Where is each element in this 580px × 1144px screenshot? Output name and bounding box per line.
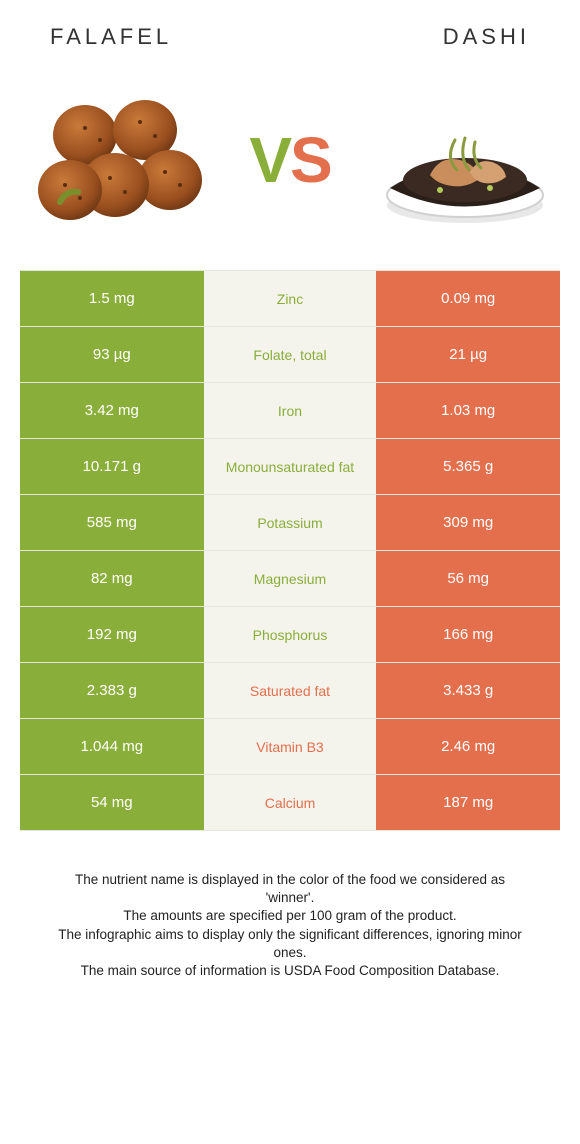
table-row: 585 mgPotassium309 mg [20,495,560,551]
title-left: Falafel [50,24,172,50]
table-row: 192 mgPhosphorus166 mg [20,607,560,663]
footnote-block: The nutrient name is displayed in the co… [20,831,560,980]
nutrient-name: Saturated fat [204,663,377,718]
vs-s: S [290,124,331,196]
right-value: 3.433 g [376,663,560,718]
table-row: 1.5 mgZinc0.09 mg [20,271,560,327]
table-row: 54 mgCalcium187 mg [20,775,560,831]
left-value: 585 mg [20,495,204,550]
title-row: Falafel Dashi [20,24,560,60]
table-row: 1.044 mgVitamin B32.46 mg [20,719,560,775]
left-value: 82 mg [20,551,204,606]
footnote-line: The amounts are specified per 100 gram o… [50,907,530,925]
vs-v: V [249,124,290,196]
falafel-image [30,80,210,240]
table-row: 93 µgFolate, total21 µg [20,327,560,383]
right-value: 56 mg [376,551,560,606]
table-row: 3.42 mgIron1.03 mg [20,383,560,439]
left-value: 2.383 g [20,663,204,718]
comparison-table: 1.5 mgZinc0.09 mg93 µgFolate, total21 µg… [20,270,560,831]
right-value: 1.03 mg [376,383,560,438]
left-value: 1.044 mg [20,719,204,774]
right-value: 21 µg [376,327,560,382]
hero-row: VS [20,60,560,270]
table-row: 10.171 gMonounsaturated fat5.365 g [20,439,560,495]
dashi-image [370,80,550,240]
footnote-line: The nutrient name is displayed in the co… [50,871,530,907]
nutrient-name: Folate, total [204,327,377,382]
left-value: 10.171 g [20,439,204,494]
footnote-line: The infographic aims to display only the… [50,926,530,962]
table-row: 2.383 gSaturated fat3.433 g [20,663,560,719]
left-value: 54 mg [20,775,204,830]
table-row: 82 mgMagnesium56 mg [20,551,560,607]
vs-label: VS [249,123,330,197]
right-value: 166 mg [376,607,560,662]
right-value: 5.365 g [376,439,560,494]
right-value: 187 mg [376,775,560,830]
left-value: 1.5 mg [20,271,204,326]
nutrient-name: Monounsaturated fat [204,439,377,494]
right-value: 2.46 mg [376,719,560,774]
right-value: 309 mg [376,495,560,550]
right-value: 0.09 mg [376,271,560,326]
left-value: 192 mg [20,607,204,662]
title-right: Dashi [443,24,530,50]
nutrient-name: Calcium [204,775,377,830]
nutrient-name: Iron [204,383,377,438]
nutrient-name: Vitamin B3 [204,719,377,774]
nutrient-name: Zinc [204,271,377,326]
left-value: 93 µg [20,327,204,382]
footnote-line: The main source of information is USDA F… [50,962,530,980]
nutrient-name: Phosphorus [204,607,377,662]
nutrient-name: Potassium [204,495,377,550]
left-value: 3.42 mg [20,383,204,438]
nutrient-name: Magnesium [204,551,377,606]
